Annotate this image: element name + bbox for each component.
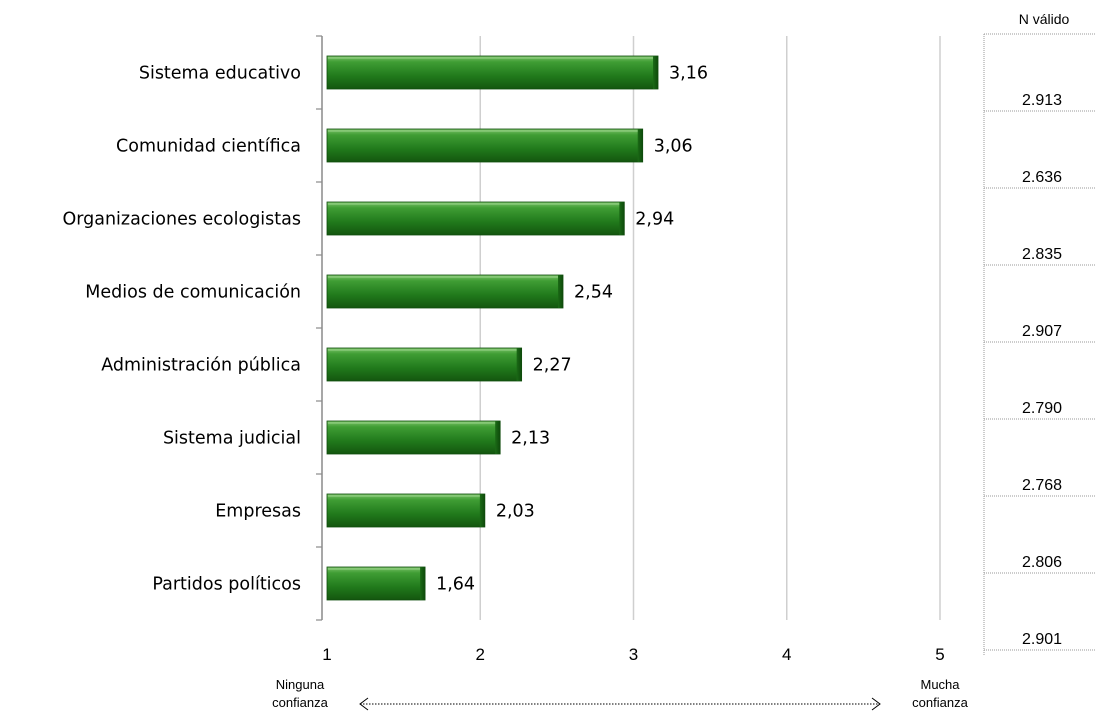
- n-valid-value: 2.768: [1022, 477, 1062, 494]
- bar-body: [326, 493, 486, 528]
- scale-right-line2: confianza: [912, 695, 968, 710]
- bar-comunidad-cientifica: [326, 128, 644, 163]
- n-valid-value: 2.790: [1022, 400, 1062, 417]
- category-label-partidos-politicos: Partidos políticos: [152, 575, 301, 595]
- category-label-sistema-judicial: Sistema judicial: [163, 429, 301, 449]
- x-tick-label-2: 2: [476, 645, 485, 664]
- bar-body: [326, 274, 564, 309]
- bar-sistema-judicial: [326, 420, 501, 455]
- bar-end-cap: [653, 56, 659, 89]
- value-label-sistema-educativo: 3,16: [669, 64, 708, 84]
- bar-empresas: [326, 493, 486, 528]
- value-label-organizaciones-ecologistas: 2,94: [635, 210, 674, 230]
- bar-end-cap: [516, 348, 522, 381]
- value-label-partidos-politicos: 1,64: [436, 575, 475, 595]
- n-valid-value: 2.806: [1022, 554, 1062, 571]
- bar-body: [326, 55, 659, 90]
- bar-end-cap: [619, 202, 625, 235]
- x-tick-label-1: 1: [322, 645, 331, 664]
- bar-end-cap: [558, 275, 564, 308]
- labels-layer: Sistema educativo 3,16 Comunidad científic…: [62, 64, 708, 595]
- bar-body: [326, 201, 625, 236]
- n-valid-value: 2.913: [1022, 92, 1062, 109]
- category-label-administracion-publica: Administración pública: [101, 356, 301, 376]
- category-label-empresas: Empresas: [215, 502, 301, 522]
- bar-sistema-educativo: [326, 55, 659, 90]
- scale-arrow-right-head: [871, 697, 881, 711]
- n-valid-value: 2.835: [1022, 246, 1062, 263]
- axis-layer: [316, 35, 323, 621]
- bar-body: [326, 566, 426, 601]
- bar-organizaciones-ecologistas: [326, 201, 625, 236]
- category-label-medios-de-comunicacion: Medios de comunicación: [85, 283, 301, 303]
- bars-layer: [326, 55, 659, 601]
- bar-partidos-politicos: [326, 566, 426, 601]
- n-valid-table: N válido 2.913 2.636 2.835 2.907 2.790 2.768 2…: [983, 11, 1096, 655]
- x-tick-label-3: 3: [629, 645, 638, 664]
- scale-left-line1: Ninguna: [276, 677, 325, 692]
- n-valid-value: 2.636: [1022, 169, 1062, 186]
- value-label-medios-de-comunicacion: 2,54: [574, 283, 613, 303]
- scale-right-line1: Mucha: [920, 677, 960, 692]
- bar-medios-de-comunicacion: [326, 274, 564, 309]
- scale-legend: Ninguna confianza Mucha confianza: [272, 677, 969, 711]
- scale-arrow-left-head: [359, 697, 369, 711]
- n-valid-value: 2.907: [1022, 323, 1062, 340]
- bar-body: [326, 128, 644, 163]
- bar-body: [326, 347, 523, 382]
- value-label-comunidad-cientifica: 3,06: [654, 137, 693, 157]
- bar-body: [326, 420, 501, 455]
- n-valid-value: 2.901: [1022, 631, 1062, 648]
- value-label-administracion-publica: 2,27: [533, 356, 572, 376]
- category-label-comunidad-cientifica: Comunidad científica: [116, 137, 301, 157]
- x-tick-label-5: 5: [935, 645, 944, 664]
- ticks-layer: 1 2 3 4 5: [322, 645, 944, 664]
- bar-administracion-publica: [326, 347, 523, 382]
- bar-end-cap: [420, 567, 426, 600]
- bar-end-cap: [495, 421, 501, 454]
- category-label-organizaciones-ecologistas: Organizaciones ecologistas: [62, 210, 301, 230]
- x-tick-label-4: 4: [782, 645, 791, 664]
- category-label-sistema-educativo: Sistema educativo: [139, 64, 301, 84]
- bar-end-cap: [637, 129, 643, 162]
- n-valid-header: N válido: [1019, 11, 1070, 27]
- grid-layer: [479, 36, 941, 620]
- value-label-empresas: 2,03: [496, 502, 535, 522]
- value-label-sistema-judicial: 2,13: [511, 429, 550, 449]
- scale-left-line2: confianza: [272, 695, 328, 710]
- bar-end-cap: [479, 494, 485, 527]
